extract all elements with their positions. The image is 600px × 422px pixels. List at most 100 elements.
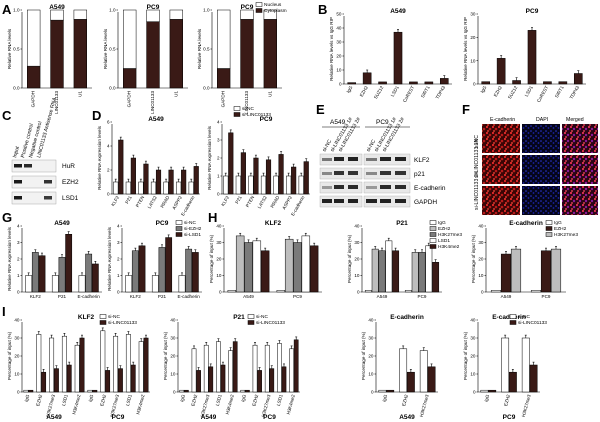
bar <box>278 154 284 195</box>
bar <box>53 368 59 393</box>
y-tick-label: 0.5 <box>13 47 20 52</box>
panel-label-h: H <box>208 210 217 225</box>
chart-title: PC9 <box>526 8 539 15</box>
bar <box>49 337 55 393</box>
bar <box>439 78 449 85</box>
x-tick-label: SUZ12 <box>507 85 519 100</box>
bar <box>235 235 245 293</box>
x-tick-label: LSD1 <box>390 85 400 98</box>
legend-swatch <box>175 220 183 225</box>
bar <box>143 337 149 393</box>
x-tick-label: EZH2 <box>99 394 107 407</box>
blot-e-band <box>395 171 406 175</box>
chart-title: PC9 <box>147 4 160 11</box>
legend-label: LSD1 <box>438 238 450 244</box>
x-tick-label: PTEN <box>135 195 145 208</box>
y-axis-label: Percentage of input (%) <box>7 331 12 380</box>
bar <box>91 263 99 293</box>
legend-label: si-LSD1 <box>184 232 201 238</box>
y-tick-label: 10 <box>336 68 342 73</box>
x-tick-label: LINC01133 <box>244 91 249 114</box>
blot-e-band <box>395 199 406 203</box>
x-tick-label: LATS2 <box>257 195 268 210</box>
blot-e-protein-ecadherin: E-cadherin <box>414 185 446 192</box>
bar <box>378 250 386 293</box>
chart-i-ecadherin-a549: E-cadherin Percentage of input (%) 0 10 20 30… <box>361 314 438 421</box>
bar <box>364 290 372 293</box>
y-tick-label: 0 <box>217 192 220 197</box>
y-tick-label: 3 <box>117 240 120 245</box>
y-tick-label: 40 <box>354 224 360 229</box>
bar-segment-nucleus <box>50 9 64 21</box>
legend-swatch <box>247 320 255 325</box>
group-label: A549 <box>399 414 415 421</box>
y-tick-label: 20 <box>354 257 360 262</box>
bar <box>163 181 169 195</box>
blot-e-band <box>380 199 391 203</box>
y-tick-label: 10 <box>470 372 476 377</box>
legend-label: si-NC <box>108 314 121 320</box>
bar <box>521 337 530 393</box>
x-tick-label: LSD1 <box>524 85 534 98</box>
bar <box>113 335 119 393</box>
y-tick-label: 20 <box>478 257 484 262</box>
x-tick-label: EZH2 <box>190 394 198 407</box>
legend-label: IgG <box>554 220 562 226</box>
bar <box>371 248 379 293</box>
legend-label: si-LINC01133 <box>108 320 137 326</box>
bar <box>87 389 93 393</box>
bar <box>188 181 194 195</box>
y-tick-label: 0 <box>473 390 476 395</box>
bar <box>227 290 237 293</box>
legend-swatch <box>429 244 437 249</box>
bar <box>425 245 433 293</box>
legend-label: EZH2 <box>554 226 567 232</box>
blot-c-row-lsd1: LSD1 <box>62 195 79 202</box>
bar <box>138 245 146 293</box>
x-tick-label: SIRT1 <box>554 85 565 99</box>
chart-a-a549: A549 Relative RNA levels 0.0 0.5 1.0 GAPDH LIN… <box>7 4 92 114</box>
bar <box>248 175 254 195</box>
bar <box>100 330 106 393</box>
bar <box>309 245 319 293</box>
bar <box>264 344 270 393</box>
bar <box>117 368 123 393</box>
bar <box>490 290 502 293</box>
legend-swatch <box>233 112 241 117</box>
blot-e-band <box>348 199 358 203</box>
if-row-si1: si-LINC01133 1# <box>474 139 480 178</box>
bar <box>138 341 144 393</box>
x-tick-label: A549 <box>243 294 254 299</box>
x-tick-label: CoREST <box>536 85 549 103</box>
bar <box>113 181 119 195</box>
if-column-dapi: DAPI <box>536 117 548 123</box>
blot-e-band <box>380 171 391 175</box>
y-tick-label: 30 <box>216 240 222 245</box>
x-tick-label: RRAD <box>160 194 171 208</box>
bar <box>143 163 149 195</box>
bar <box>500 253 512 293</box>
bar-segment-cytoplasm <box>169 19 184 89</box>
legend-label: si-LINC01133 <box>256 320 285 326</box>
chart-a-pc9: PC9 Relative RNA levels 0.0 0.5 1.0 GAPDH LINC… <box>103 4 188 114</box>
bar <box>404 290 412 293</box>
bar <box>508 371 517 393</box>
blot-e-band <box>395 185 406 189</box>
bar <box>191 348 197 393</box>
x-tick-label: EZH2 <box>359 85 369 98</box>
chart-h-ecadherin: E-cadherin Percentage of input (%) 0 10 20 30… <box>471 220 578 299</box>
if-image-merged-sinc <box>562 124 598 153</box>
y-axis-label: Relative RNA expression levels <box>7 226 12 291</box>
y-tick-label: 20 <box>216 257 222 262</box>
legend-label: si-NC <box>256 314 269 320</box>
blot-e-band <box>366 172 377 175</box>
chart-title: A549 <box>148 116 164 123</box>
y-tick-label: 0.5 <box>203 47 210 52</box>
legend-swatch <box>545 226 553 231</box>
bar <box>155 169 162 195</box>
bar <box>281 366 287 393</box>
x-tick-label: ASPP2 <box>281 195 293 211</box>
chart-i-p21: P21 Percentage of input (%) 0 10 20 30 40 IgG EZ… <box>163 314 300 421</box>
bar-segment-nucleus <box>263 9 277 20</box>
chart-title: PC9 <box>241 4 254 11</box>
